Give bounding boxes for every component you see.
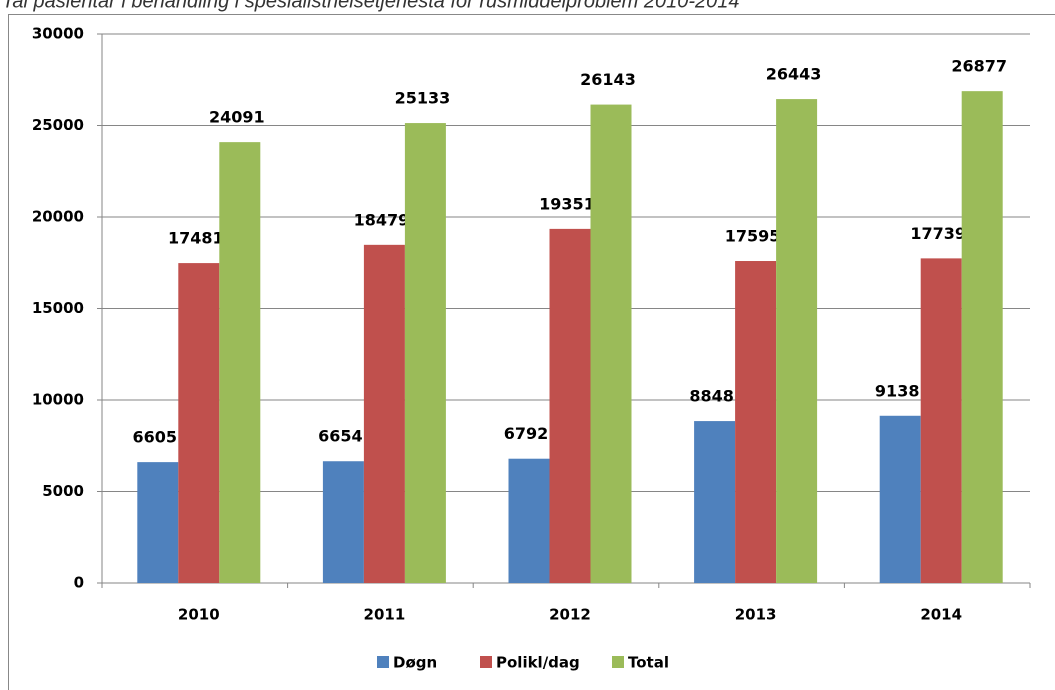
bar xyxy=(219,142,261,583)
chart-title: Tal pasientar i behandling i spesialisth… xyxy=(2,0,740,12)
data-label: 26143 xyxy=(580,70,636,89)
x-tick-label: 2011 xyxy=(364,606,406,624)
legend-label: Døgn xyxy=(393,654,437,672)
data-label: 19351 xyxy=(539,194,595,213)
bar xyxy=(363,244,405,584)
bar xyxy=(920,258,962,583)
data-label: 9138 xyxy=(875,381,920,400)
chart-frame xyxy=(8,14,1055,690)
bar xyxy=(508,458,550,583)
data-label: 17595 xyxy=(725,227,781,246)
bar xyxy=(137,462,179,583)
legend-label: Total xyxy=(628,654,669,672)
data-label: 26443 xyxy=(766,65,822,84)
y-tick-label: 0 xyxy=(74,574,84,592)
bar xyxy=(178,263,220,583)
data-label: 17739 xyxy=(910,224,966,243)
data-label: 6605 xyxy=(133,428,178,447)
x-tick-label: 2010 xyxy=(178,606,220,624)
bar xyxy=(776,99,818,583)
data-label: 6654 xyxy=(318,427,363,446)
bar xyxy=(735,261,777,583)
y-tick-label: 25000 xyxy=(32,116,84,134)
bar xyxy=(404,123,446,583)
y-tick-label: 10000 xyxy=(32,391,84,409)
bar xyxy=(694,421,736,583)
legend-swatch xyxy=(377,656,389,668)
x-tick-label: 2014 xyxy=(920,606,962,624)
data-label: 25133 xyxy=(395,89,451,108)
data-label: 6792 xyxy=(504,424,549,443)
bar xyxy=(879,415,921,583)
y-tick-label: 30000 xyxy=(32,25,84,43)
bar xyxy=(549,228,591,583)
bar xyxy=(961,91,1003,583)
y-tick-label: 20000 xyxy=(32,208,84,226)
bar xyxy=(590,104,632,583)
legend-label: Polikl/dag xyxy=(496,654,580,672)
data-label: 24091 xyxy=(209,108,265,127)
x-tick-label: 2012 xyxy=(549,606,591,624)
data-label: 8848 xyxy=(689,387,734,406)
data-label: 18479 xyxy=(354,210,410,229)
y-tick-label: 5000 xyxy=(42,482,84,500)
legend-swatch xyxy=(612,656,624,668)
x-tick-label: 2013 xyxy=(735,606,777,624)
data-label: 17481 xyxy=(168,229,224,248)
y-tick-label: 15000 xyxy=(32,299,84,317)
data-label: 26877 xyxy=(951,57,1007,76)
legend-swatch xyxy=(480,656,492,668)
bar xyxy=(322,461,364,583)
